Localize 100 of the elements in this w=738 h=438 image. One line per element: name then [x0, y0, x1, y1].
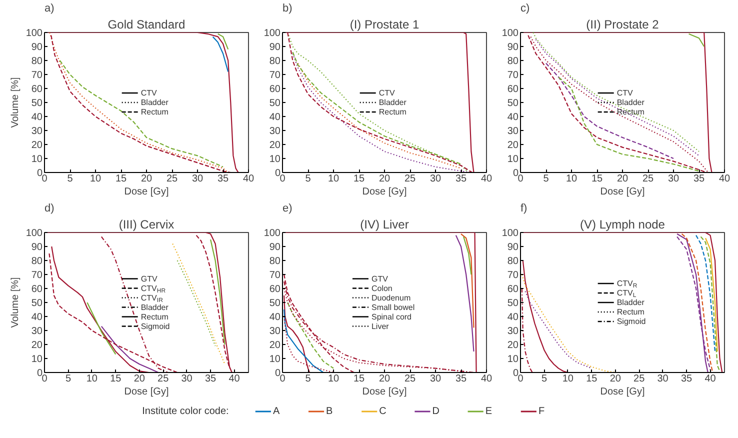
- legend-label: Bladder: [140, 98, 169, 107]
- text: f): [520, 202, 528, 214]
- x-tick-label: 40: [718, 174, 730, 184]
- y-tick-label: 20: [31, 140, 43, 151]
- y-tick-label: 50: [31, 98, 43, 109]
- x-axis-title: Dose [Gy]: [124, 186, 169, 198]
- legend-label: Sigmoid: [616, 317, 646, 326]
- x-tick-label: 5: [541, 374, 548, 384]
- y-tick-label: 30: [507, 126, 519, 137]
- y-tick-label: 100: [264, 228, 281, 239]
- legend-label: E: [485, 406, 492, 417]
- text: e): [282, 202, 292, 214]
- x-tick-label: 30: [430, 374, 442, 384]
- y-tick-label: 10: [31, 154, 43, 165]
- legend-label: Bladder: [616, 298, 645, 307]
- x-tick-label: 25: [404, 174, 416, 184]
- y-tick-label: 60: [507, 284, 519, 295]
- x-tick-label: 35: [680, 374, 693, 384]
- y-tick-label: 30: [31, 326, 43, 337]
- y-tick-label: 50: [507, 98, 519, 109]
- y-tick-label: 70: [269, 270, 281, 281]
- x-tick-label: 5: [65, 374, 72, 384]
- legend-label: Colon: [371, 284, 392, 293]
- x-tick-label: 15: [586, 374, 598, 384]
- legend-label: Rectum: [616, 308, 645, 316]
- x-tick-label: 15: [115, 174, 127, 184]
- y-tick-label: 90: [507, 242, 519, 253]
- y-tick-label: 60: [507, 84, 519, 95]
- legend-label: GTV: [371, 274, 389, 284]
- legend-label: Bladder: [616, 98, 645, 107]
- y-tick-label: 60: [31, 84, 43, 95]
- y-tick-label: 30: [31, 126, 43, 137]
- text: b): [282, 2, 292, 14]
- x-tick-label: 20: [610, 374, 622, 384]
- y-tick-label: 40: [31, 112, 43, 123]
- legend-label: B: [326, 406, 334, 417]
- x-tick-label: 5: [305, 374, 312, 384]
- x-tick-label: 20: [140, 174, 152, 184]
- x-tick-label: 25: [642, 174, 654, 184]
- x-tick-label: 20: [378, 174, 390, 184]
- y-tick-label: 10: [507, 154, 519, 165]
- y-tick-label: 40: [269, 312, 281, 323]
- y-tick-label: 70: [269, 70, 281, 81]
- y-tick-label: 10: [31, 354, 43, 365]
- y-tick-label: 30: [507, 326, 519, 337]
- x-tick-label: 30: [192, 174, 204, 184]
- x-axis-title: Dose [Gy]: [362, 386, 407, 398]
- x-tick-label: 10: [562, 374, 574, 384]
- x-tick-label: 30: [668, 174, 680, 184]
- y-tick-label: 30: [269, 126, 281, 137]
- legend-label: A: [272, 406, 280, 417]
- legend-label: Rectum: [616, 108, 645, 116]
- x-tick-label: 15: [353, 374, 365, 384]
- x-tick-label: 35: [204, 374, 217, 384]
- x-tick-label: 15: [591, 174, 603, 184]
- x-tick-label: 20: [616, 174, 628, 184]
- x-tick-label: 25: [158, 374, 170, 384]
- x-tick-label: 10: [328, 374, 340, 384]
- y-axis-title: Volume [%]: [10, 76, 21, 128]
- x-tick-label: 25: [634, 374, 646, 384]
- text: Institute color code:: [142, 406, 229, 417]
- chart-title: Gold Standard: [108, 18, 186, 32]
- y-tick-label: 80: [507, 256, 519, 267]
- x-tick-label: 5: [543, 174, 550, 184]
- x-tick-label: 15: [353, 174, 365, 184]
- y-tick-label: 100: [26, 28, 43, 39]
- x-tick-label: 5: [305, 174, 312, 184]
- y-tick-label: 70: [31, 270, 43, 281]
- x-tick-label: 25: [166, 174, 178, 184]
- y-tick-label: 100: [502, 28, 519, 39]
- text: c): [520, 2, 530, 14]
- legend-label: Bladder: [140, 302, 169, 312]
- x-tick-label: 10: [86, 374, 98, 384]
- y-tick-label: 50: [31, 298, 43, 309]
- legend-label: Duodenum: [371, 293, 411, 302]
- x-tick-label: 40: [480, 174, 492, 184]
- legend-label: CTV: [378, 88, 396, 98]
- legend-label: Sigmoid: [140, 322, 170, 331]
- legend-label: F: [538, 406, 545, 417]
- y-tick-label: 30: [269, 326, 281, 337]
- legend-label: Rectum: [140, 312, 169, 322]
- x-tick-label: 15: [110, 374, 122, 384]
- y-axis-title: Volume [%]: [10, 276, 21, 328]
- legend-label: Small bowel: [371, 302, 415, 312]
- y-tick-label: 10: [269, 354, 281, 365]
- y-tick-label: 50: [507, 298, 519, 309]
- legend-label: D: [432, 406, 440, 417]
- legend-label: Spinal cord: [371, 312, 412, 322]
- y-tick-label: 40: [507, 312, 519, 323]
- y-tick-label: 20: [269, 340, 281, 351]
- y-tick-label: 100: [264, 28, 281, 39]
- x-tick-label: 30: [430, 174, 442, 184]
- y-tick-label: 80: [269, 256, 281, 267]
- y-tick-label: 90: [269, 242, 281, 253]
- x-tick-label: 40: [228, 374, 240, 384]
- x-tick-label: 35: [455, 374, 467, 384]
- y-tick-label: 40: [269, 112, 281, 123]
- y-tick-label: 20: [269, 140, 281, 151]
- x-axis-title: Dose [Gy]: [124, 386, 169, 398]
- x-tick-label: 10: [328, 174, 340, 184]
